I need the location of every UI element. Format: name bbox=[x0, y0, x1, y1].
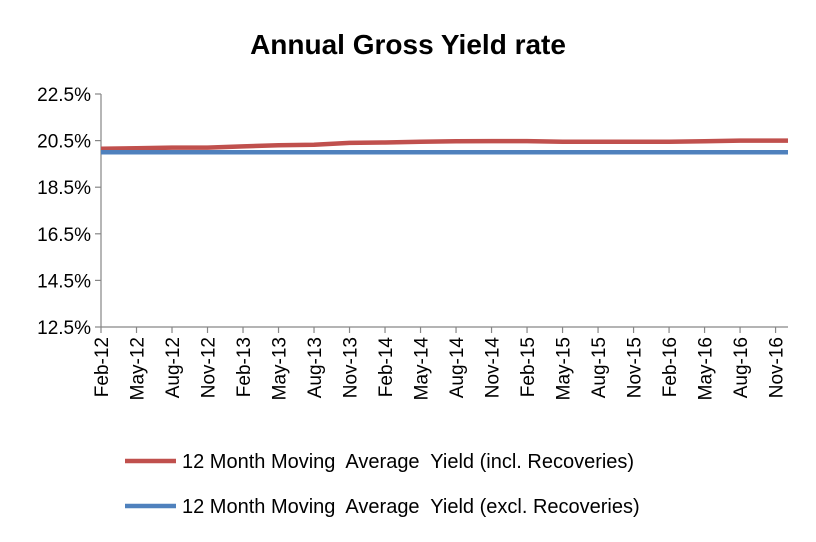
plot-area: 12.5% 14.5% 16.5% 18.5% 20.5% 22.5% Feb-12 May-… bbox=[37, 85, 788, 400]
x-tick-label: Aug-14 bbox=[447, 337, 468, 399]
x-tick-label: Nov-13 bbox=[341, 337, 362, 398]
x-tick-label: Nov-15 bbox=[625, 337, 646, 398]
x-tick-label: May-12 bbox=[128, 337, 149, 400]
x-tick-label: May-15 bbox=[554, 337, 575, 400]
x-tick-label: Feb-12 bbox=[92, 337, 113, 397]
y-tick-label: 14.5% bbox=[37, 271, 91, 292]
x-tick-label: May-16 bbox=[696, 337, 717, 400]
legend-label-excl-recoveries: 12 Month Moving Average Yield (excl. Rec… bbox=[182, 496, 640, 518]
x-tick-label: Aug-12 bbox=[163, 337, 184, 398]
y-tick-label: 18.5% bbox=[37, 178, 91, 199]
x-tick-label: Feb-16 bbox=[660, 337, 681, 397]
x-tick-label: May-13 bbox=[270, 337, 291, 400]
x-tick-label: Nov-16 bbox=[767, 337, 788, 398]
x-tick-label: Nov-14 bbox=[483, 337, 504, 399]
x-tick-label: Feb-14 bbox=[376, 337, 397, 398]
series-line-incl-recoveries bbox=[100, 138, 788, 152]
x-tick-label: Aug-15 bbox=[589, 337, 610, 398]
y-tick-label: 16.5% bbox=[37, 225, 91, 246]
legend-label-incl-recoveries: 12 Month Moving Average Yield (incl. Rec… bbox=[182, 451, 634, 473]
y-tick-label: 20.5% bbox=[37, 132, 91, 153]
x-tick-label: Feb-15 bbox=[518, 337, 539, 397]
x-tick-label: Feb-13 bbox=[234, 337, 255, 397]
y-tick-label: 22.5% bbox=[37, 85, 91, 106]
x-tick-label: May-14 bbox=[412, 337, 433, 401]
x-tick-label: Nov-12 bbox=[199, 337, 220, 398]
y-tick-label: 12.5% bbox=[37, 318, 91, 339]
x-tick-label: Aug-16 bbox=[731, 337, 752, 398]
legend: 12 Month Moving Average Yield (incl. Rec… bbox=[125, 451, 640, 518]
x-tick-label: Aug-13 bbox=[305, 337, 326, 398]
series-layer bbox=[100, 138, 788, 155]
chart-title: Annual Gross Yield rate bbox=[250, 29, 566, 60]
